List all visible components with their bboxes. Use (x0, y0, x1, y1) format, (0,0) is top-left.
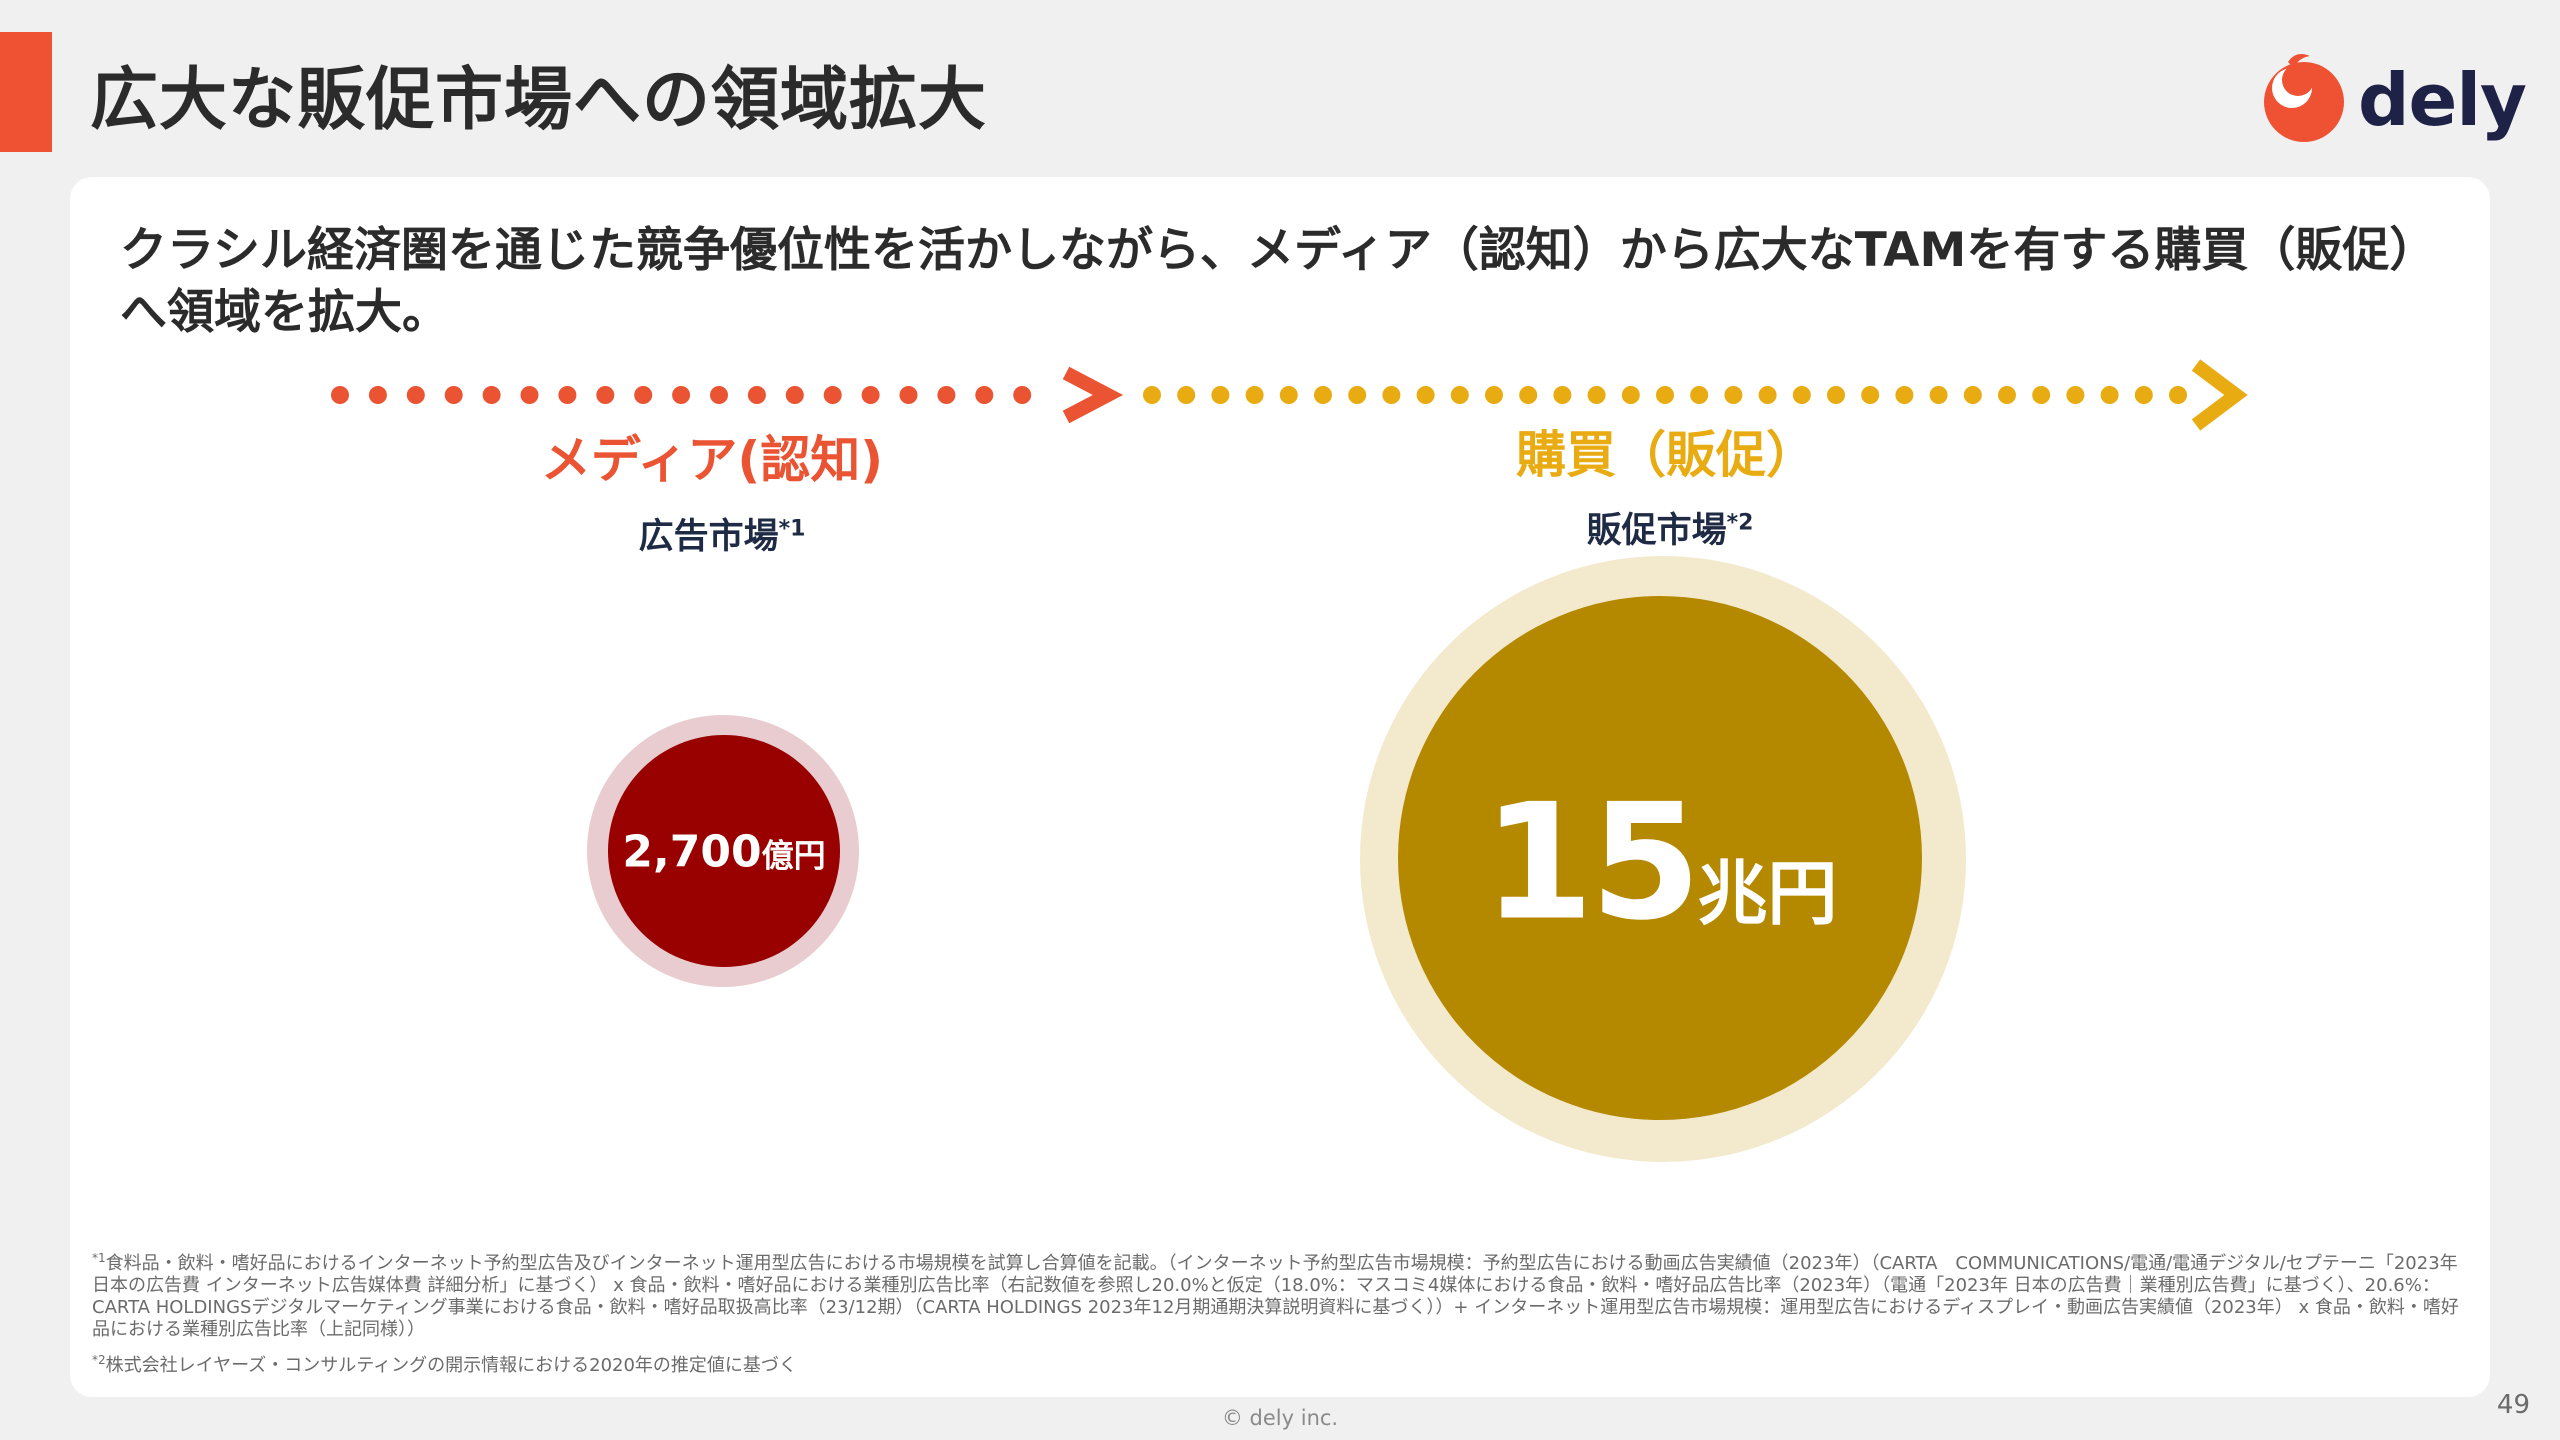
arrow-dot (482, 386, 501, 404)
arrow-dot (937, 386, 956, 404)
footnote-2-text: 株式会社レイヤーズ・コンサルティングの開示情報における2020年の推定値に基づく (105, 1355, 797, 1376)
ad-market-size: 2,700億円 (622, 827, 825, 878)
arrow-dot (1279, 386, 1298, 404)
promo-market-size-unit: 兆円 (1697, 852, 1838, 935)
arrow-dot (1314, 386, 1332, 404)
page-number: 49 (2496, 1390, 2530, 1420)
arrow-dot (1656, 386, 1674, 404)
arrow-dot (1998, 386, 2016, 404)
arrow-dot (1553, 386, 1572, 404)
arrow-dot (823, 386, 842, 404)
arrow-dot (861, 386, 880, 404)
arrow-dot (1724, 386, 1743, 404)
ad-market-circle (608, 735, 840, 967)
logo-wordmark: dely (2358, 58, 2527, 142)
arrow-dot (2134, 386, 2153, 404)
arrow-dot (1211, 386, 1230, 404)
content-card (70, 177, 2490, 1397)
arrow-dot (2032, 386, 2051, 404)
ad-market-size-unit: 億円 (761, 836, 826, 875)
arrow-dot (1177, 386, 1196, 404)
arrow-dot (368, 386, 387, 404)
arrow-dot (1827, 386, 1845, 404)
promo-market-footnote-mark: *2 (1726, 510, 1754, 536)
arrow-dot (710, 386, 728, 404)
arrow-dot (785, 386, 804, 404)
arrow-dot (1245, 386, 1264, 404)
arrow-dot (444, 386, 463, 404)
arrow-dot (1792, 386, 1811, 404)
title-accent-bar (0, 32, 52, 152)
arrow-dot (2066, 386, 2085, 404)
media-dotted-line (331, 386, 1032, 404)
arrow-dot (596, 386, 615, 404)
arrow-dot (331, 386, 349, 404)
slide-title: 広大な販促市場への領域拡大 (90, 61, 988, 140)
promo-market-label: 販促市場*2 (1587, 502, 1754, 553)
footnote-1: *1食料品・飲料・嗜好品におけるインターネット予約型広告及びインターネット運用型… (92, 1247, 2462, 1341)
arrow-dot (520, 386, 539, 404)
arrow-dot (1013, 386, 1032, 404)
arrow-dot (558, 386, 577, 404)
arrow-dot (672, 386, 691, 404)
arrow-dot (634, 386, 653, 404)
arrow-dot (406, 386, 425, 404)
footnote-1-mark: *1 (92, 1251, 106, 1265)
arrow-dot (1621, 386, 1640, 404)
sales-dotted-line (1143, 386, 2187, 404)
dely-logo: dely (2258, 50, 2527, 150)
media-arrow-head (1062, 366, 1124, 424)
copyright: © dely inc. (1221, 1406, 1339, 1430)
arrow-dot (1450, 386, 1469, 404)
ad-market-text: 広告市場 (638, 517, 779, 557)
ad-market-label: 広告市場*1 (639, 508, 806, 559)
ad-market-size-number: 2,700 (622, 826, 762, 878)
arrow-dot (1929, 386, 1948, 404)
arrow-dot (2169, 386, 2187, 404)
dely-logo-icon (2264, 54, 2344, 142)
arrow-dot (2100, 386, 2119, 404)
arrow-dot (1382, 386, 1401, 404)
arrow-dot (1348, 386, 1367, 404)
arrow-dot (1587, 386, 1606, 404)
promo-market-text: 販促市場 (1586, 511, 1727, 551)
arrow-dot (1485, 386, 1503, 404)
progression-arrows (331, 359, 2248, 431)
arrow-dot (1963, 386, 1982, 404)
sales-promotion-label: 購買（販促） (1516, 426, 1816, 484)
media-awareness-label: メディア(認知) (540, 431, 884, 489)
arrow-dot (899, 386, 918, 404)
arrow-dot (1519, 386, 1538, 404)
arrow-dot (1143, 386, 1161, 404)
arrow-dot (747, 386, 766, 404)
ad-market-footnote-mark: *1 (778, 516, 806, 542)
lead-statement: クラシル経済圏を通じた競争優位性を活かしながら、メディア（認知）から広大なTAM… (120, 223, 2413, 340)
footnote-2: *2株式会社レイヤーズ・コンサルティングの開示情報における2020年の推定値に基… (92, 1349, 2462, 1377)
arrow-dot (1895, 386, 1914, 404)
footnote-1-text: 食料品・飲料・嗜好品におけるインターネット予約型広告及びインターネット運用型広告… (92, 1253, 2459, 1340)
promo-market-size: 15兆円 (1483, 769, 1838, 956)
arrow-dot (1690, 386, 1709, 404)
arrow-dot (1758, 386, 1777, 404)
sales-arrow-head (2191, 359, 2248, 431)
promo-market-circle (1398, 596, 1922, 1120)
arrow-dot (975, 386, 994, 404)
footnotes: *1食料品・飲料・嗜好品におけるインターネット予約型広告及びインターネット運用型… (92, 1247, 2462, 1385)
arrow-dot (1416, 386, 1435, 404)
footnote-2-mark: *2 (92, 1353, 106, 1367)
promo-market-size-number: 15 (1482, 768, 1702, 956)
arrow-dot (1861, 386, 1880, 404)
